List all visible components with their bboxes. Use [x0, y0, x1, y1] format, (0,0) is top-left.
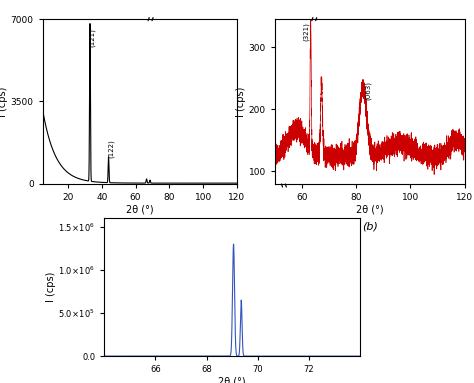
- X-axis label: 2θ (°): 2θ (°): [126, 205, 154, 214]
- Y-axis label: I (cps): I (cps): [0, 86, 8, 117]
- X-axis label: 2θ (°): 2θ (°): [219, 377, 246, 383]
- Y-axis label: I (cps): I (cps): [46, 272, 55, 303]
- Text: (122): (122): [108, 139, 114, 158]
- Text: (321): (321): [303, 22, 310, 41]
- Text: (a): (a): [132, 222, 147, 232]
- X-axis label: 2θ (°): 2θ (°): [356, 205, 383, 214]
- Text: (063): (063): [365, 81, 372, 100]
- Text: (b): (b): [362, 222, 378, 232]
- Y-axis label: I (cps): I (cps): [236, 86, 246, 117]
- Text: (121): (121): [89, 28, 96, 47]
